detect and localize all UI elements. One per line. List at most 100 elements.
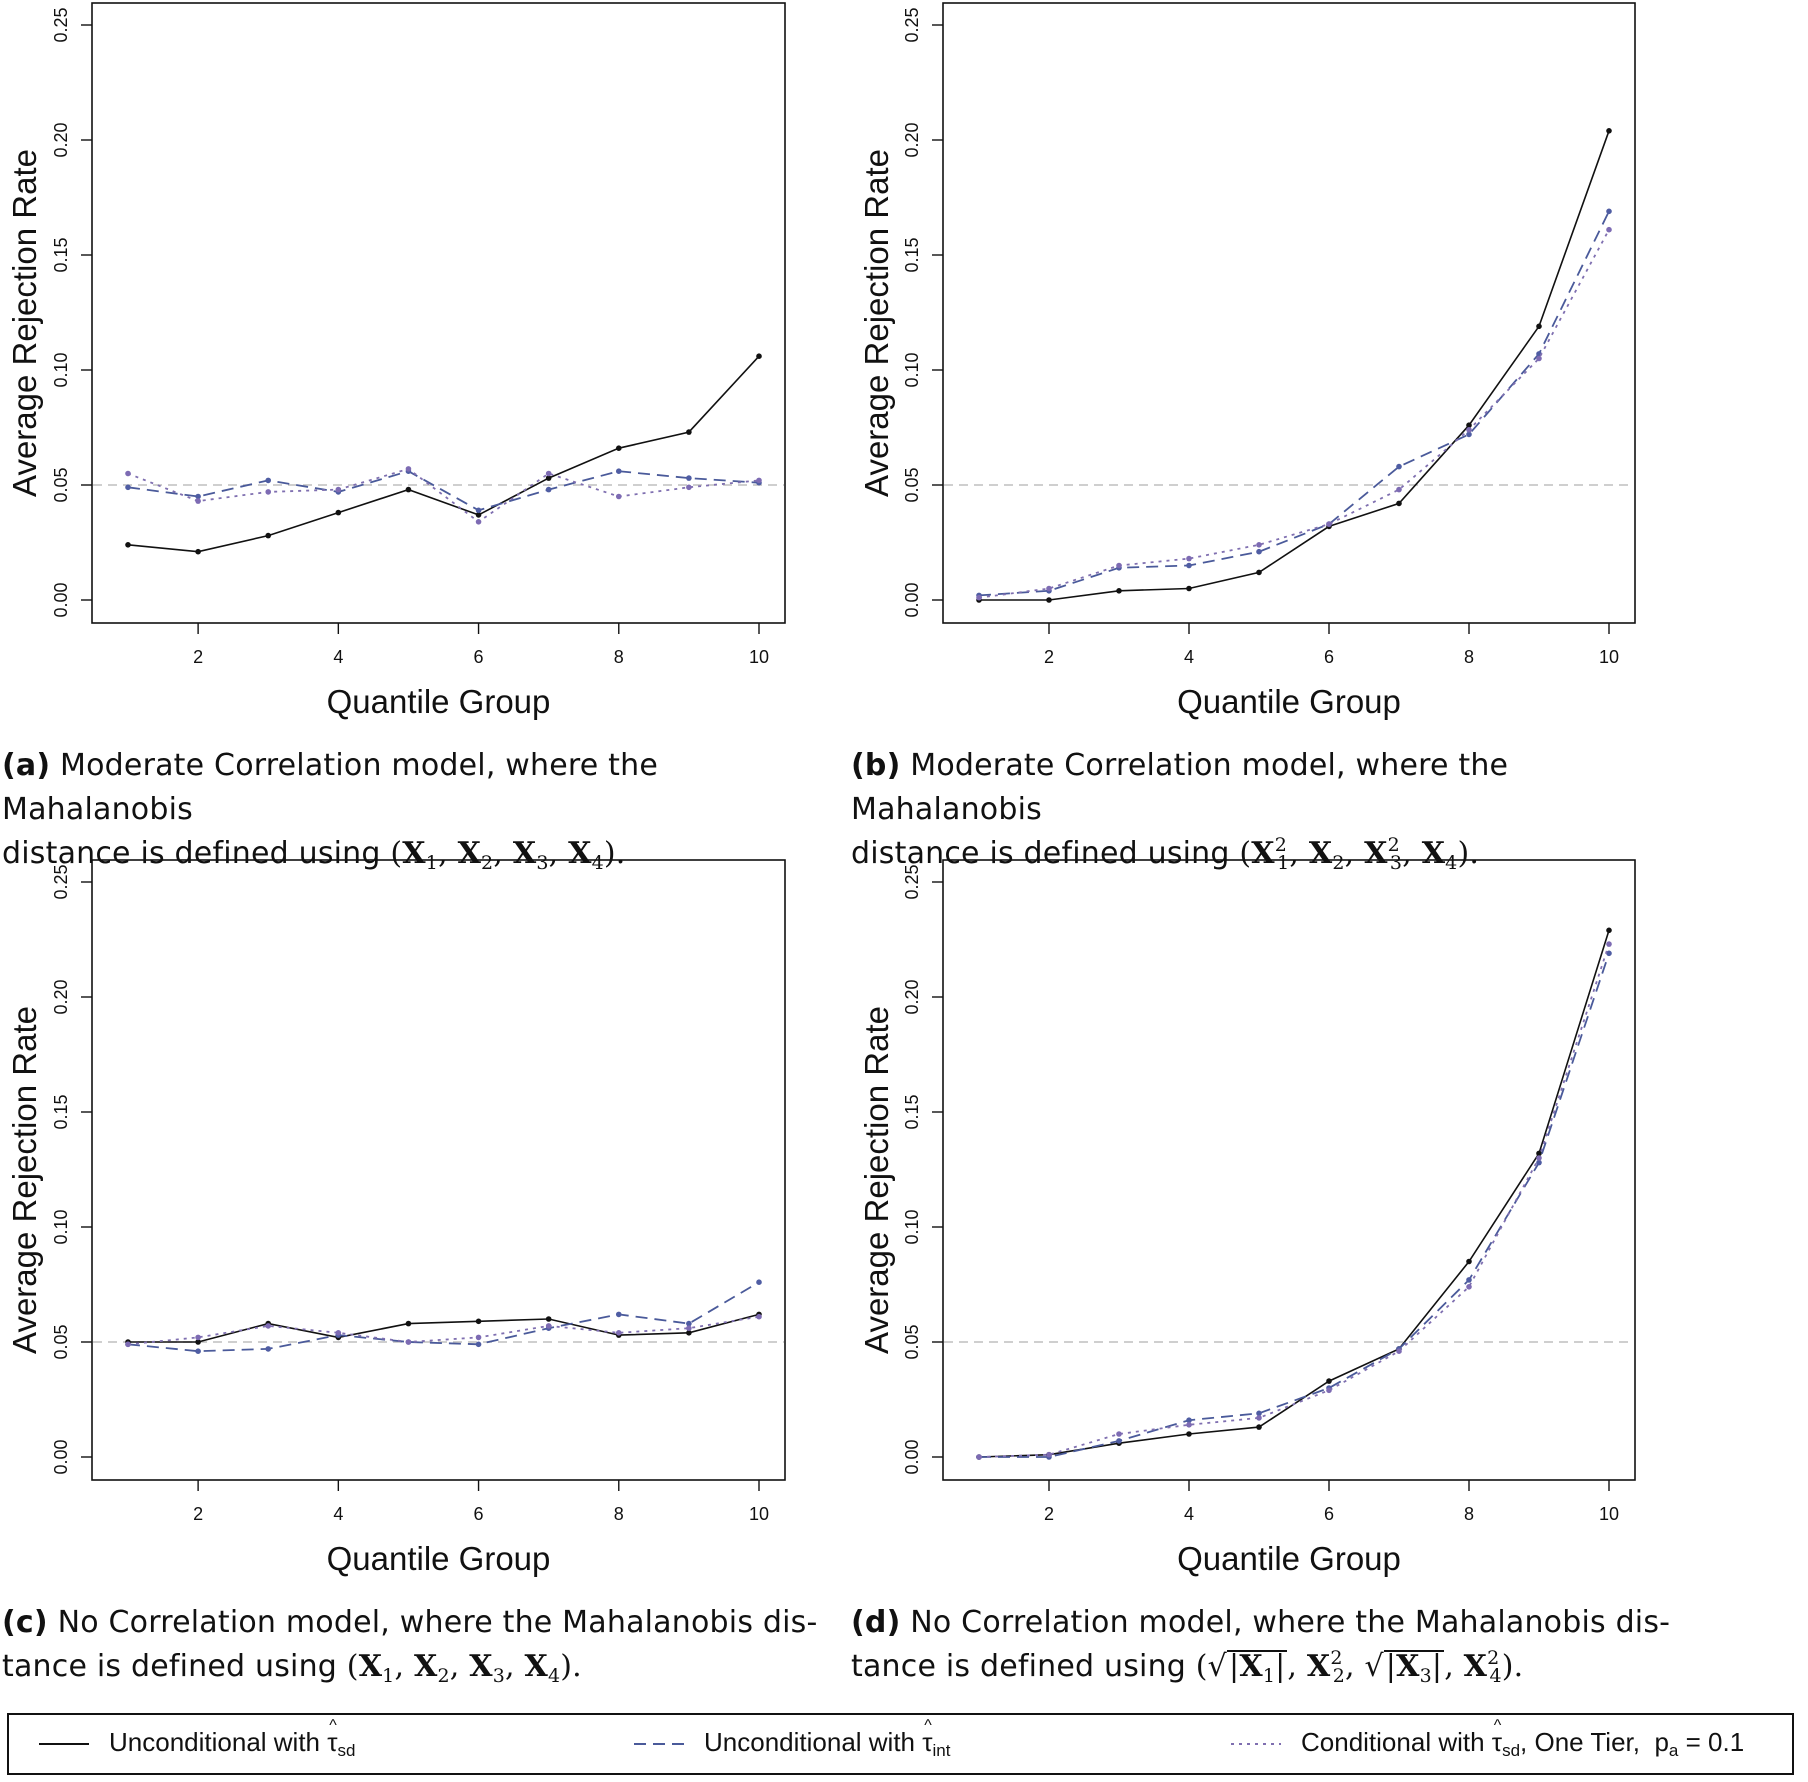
series-line-d-1 — [979, 953, 1610, 1458]
y-tick-label-b-0.25: 0.25 — [902, 7, 922, 42]
x-tick-label-b-6: 6 — [1324, 647, 1334, 667]
y-axis-label-a: Average Rejection Rate — [6, 149, 43, 497]
data-point-c-2-6 — [475, 1334, 482, 1341]
x-tick-label-d-8: 8 — [1464, 1504, 1474, 1524]
data-point-d-0-8 — [1466, 1258, 1472, 1265]
plot-frame-d — [942, 859, 1636, 1481]
data-point-a-1-1 — [125, 484, 131, 491]
plot-frame-b — [942, 2, 1636, 624]
x-tick-label-b-10: 10 — [1599, 647, 1619, 667]
data-point-d-0-4 — [1186, 1431, 1192, 1437]
data-point-d-2-10 — [1606, 941, 1612, 947]
y-tick-label-d-0.00: 0.00 — [902, 1439, 922, 1474]
x-tick-label-c-6: 6 — [474, 1504, 484, 1524]
data-point-d-1-8 — [1466, 1277, 1472, 1283]
caption-b: (b) Moderate Correlation model, where th… — [851, 748, 1509, 874]
x-tick-label-d-6: 6 — [1324, 1504, 1334, 1524]
data-point-b-2-3 — [1116, 562, 1122, 569]
data-point-b-0-4 — [1186, 585, 1192, 592]
y-tick-label-b-0.05: 0.05 — [902, 467, 922, 502]
y-axis-label-b: Average Rejection Rate — [858, 149, 895, 497]
legend-solid-line-icon — [39, 1743, 89, 1745]
data-point-a-2-2 — [195, 498, 201, 504]
y-axis-label-c: Average Rejection Rate — [6, 1006, 43, 1354]
legend-item3-text: Conditional with — [1301, 1727, 1485, 1757]
y-tick-label-d-0.25: 0.25 — [902, 864, 922, 899]
data-point-c-0-9 — [686, 1330, 692, 1336]
y-tick-label-a-0.00: 0.00 — [51, 582, 71, 617]
series-line-c-0 — [128, 1313, 760, 1343]
data-point-d-0-9 — [1536, 1150, 1542, 1157]
data-point-c-0-7 — [545, 1316, 552, 1322]
legend-item3-pa: p — [1654, 1727, 1669, 1757]
data-point-a-1-7 — [545, 486, 552, 493]
data-point-b-2-8 — [1466, 427, 1472, 433]
data-point-b-2-6 — [1326, 521, 1332, 527]
x-tick-label-b-2: 2 — [1044, 647, 1054, 667]
caption-c-line1: No Correlation model, where the Mahalano… — [57, 1605, 818, 1640]
caption-a-label: (a) — [2, 748, 51, 783]
x-tick-label-a-6: 6 — [474, 647, 484, 667]
legend-item3-suffix: , One Tier, — [1520, 1727, 1640, 1757]
x-tick-label-d-2: 2 — [1044, 1504, 1054, 1524]
data-point-a-0-7 — [545, 475, 552, 481]
data-point-a-2-3 — [265, 489, 272, 495]
series-line-a-1 — [127, 470, 760, 512]
data-point-c-2-9 — [686, 1325, 692, 1331]
caption-a-line1: Moderate Correlation model, where the Ma… — [2, 748, 658, 827]
data-point-b-0-2 — [1046, 597, 1052, 603]
x-tick-label-c-2: 2 — [193, 1504, 203, 1524]
x-tick-label-d-10: 10 — [1599, 1504, 1619, 1524]
data-point-a-2-4 — [335, 486, 342, 493]
data-point-d-1-10 — [1606, 950, 1612, 957]
data-point-a-2-9 — [686, 484, 692, 491]
caption-b-line2: distance is defined using — [851, 836, 1230, 871]
x-tick-label-c-10: 10 — [749, 1504, 769, 1524]
caption-c: (c) No Correlation model, where the Maha… — [2, 1605, 818, 1687]
data-point-b-2-10 — [1606, 226, 1612, 233]
data-point-d-2-1 — [976, 1454, 982, 1460]
caption-d: (d) No Correlation model, where the Maha… — [851, 1605, 1671, 1687]
legend-item1-text: Unconditional with — [109, 1727, 321, 1757]
legend-dashed-line-icon — [634, 1743, 684, 1745]
x-tick-label-d-4: 4 — [1184, 1504, 1194, 1524]
x-axis-label-a: Quantile Group — [327, 683, 551, 720]
y-tick-label-c-0.20: 0.20 — [51, 979, 71, 1014]
data-point-d-2-6 — [1326, 1387, 1332, 1394]
data-point-b-0-5 — [1256, 569, 1262, 576]
data-point-a-2-6 — [475, 519, 482, 525]
caption-b-label: (b) — [851, 748, 901, 783]
data-point-a-0-1 — [125, 542, 131, 548]
data-point-b-2-5 — [1256, 542, 1262, 548]
legend-item-conditional-sd: Conditional with τsd, One Tier, pa = 0.1 — [1231, 1715, 1744, 1773]
data-point-c-1-10 — [756, 1279, 762, 1285]
data-point-a-0-5 — [405, 486, 412, 493]
series-line-c-1 — [127, 1281, 760, 1353]
y-tick-label-b-0.00: 0.00 — [902, 582, 922, 617]
data-point-c-2-10 — [756, 1313, 762, 1320]
caption-a-line2: distance is defined using — [2, 836, 381, 871]
x-tick-label-a-4: 4 — [333, 647, 343, 667]
caption-a: (a) Moderate Correlation model, where th… — [2, 748, 658, 874]
data-point-c-1-6 — [475, 1341, 482, 1348]
y-axis-label-d: Average Rejection Rate — [858, 1006, 895, 1354]
data-point-c-1-2 — [195, 1348, 201, 1354]
data-point-c-2-3 — [265, 1323, 272, 1329]
data-point-d-2-9 — [1536, 1155, 1542, 1161]
data-point-d-2-3 — [1116, 1431, 1122, 1437]
y-tick-label-d-0.05: 0.05 — [902, 1324, 922, 1359]
y-tick-label-b-0.10: 0.10 — [902, 352, 922, 387]
legend-item1-sub: sd — [337, 1741, 356, 1760]
data-point-c-0-5 — [405, 1320, 412, 1327]
data-point-c-1-9 — [686, 1320, 692, 1327]
legend-item-unconditional-int: Unconditional with τint — [634, 1715, 951, 1773]
data-point-c-2-5 — [405, 1339, 412, 1345]
x-axis-label-c: Quantile Group — [327, 1540, 551, 1577]
plot-frame-c — [91, 859, 786, 1481]
data-point-a-0-8 — [615, 445, 622, 452]
chart-b: 2 4 6 8 10 0.00 0.05 0.10 0.15 0.20 0.25 Quantile G… — [858, 2, 1636, 720]
series-line-b-2 — [978, 229, 1610, 599]
legend-item-unconditional-sd: Unconditional with τsd — [39, 1715, 356, 1773]
y-tick-label-c-0.10: 0.10 — [51, 1209, 71, 1244]
